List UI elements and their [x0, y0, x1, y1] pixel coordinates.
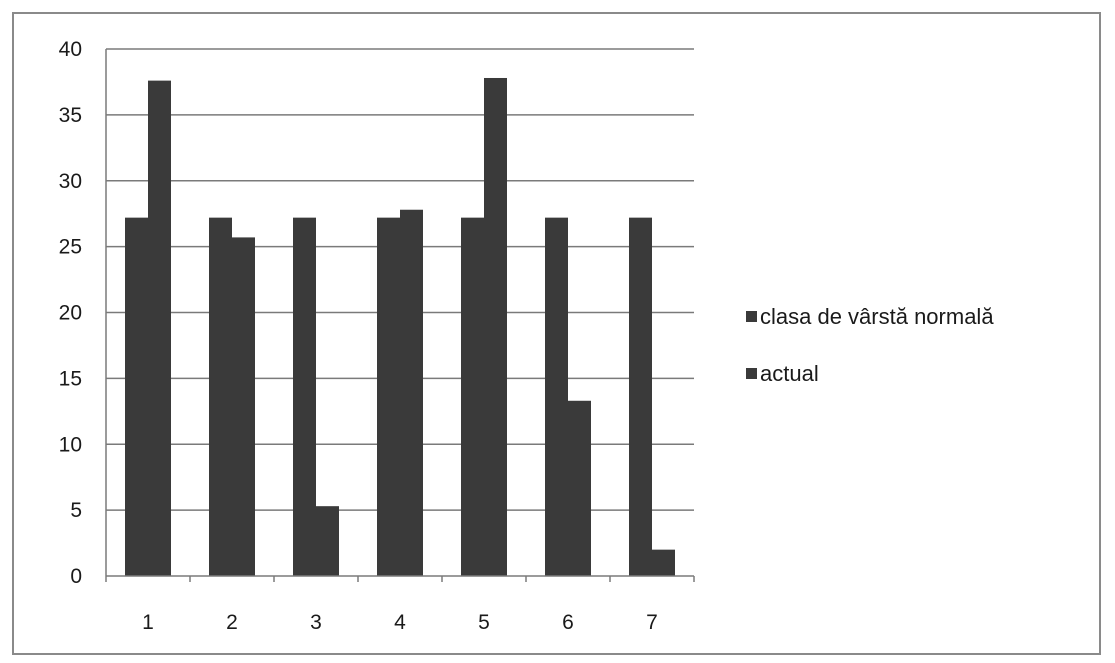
bar-normal-4: [377, 218, 400, 576]
y-tick-label: 25: [59, 236, 82, 259]
bars: [125, 78, 675, 576]
x-tick-label: 5: [478, 611, 490, 634]
bar-actual-4: [400, 210, 423, 576]
legend-swatch-normal: [746, 311, 757, 322]
bar-normal-7: [629, 218, 652, 576]
chart-frame: 0 5 10 15 20 25 30 35 40 1 2 3 4 5 6 7 clasa de vârstă…: [12, 12, 1101, 655]
y-tick-labels: 0 5 10 15 20 25 30 35 40: [59, 38, 82, 588]
bar-normal-3: [293, 218, 316, 576]
y-tick-label: 10: [59, 433, 82, 456]
bar-chart: 0 5 10 15 20 25 30 35 40 1 2 3 4 5 6 7 clasa de vârstă…: [14, 14, 1099, 653]
bar-normal-1: [125, 218, 148, 576]
bar-normal-5: [461, 218, 484, 576]
x-tick-label: 1: [142, 611, 154, 634]
bar-actual-6: [568, 401, 591, 576]
x-tick-label: 4: [394, 611, 406, 634]
y-tick-label: 5: [70, 499, 82, 522]
y-tick-label: 0: [70, 565, 82, 588]
bar-actual-3: [316, 506, 339, 576]
bar-normal-2: [209, 218, 232, 576]
bar-actual-7: [652, 550, 675, 576]
legend-swatch-actual: [746, 368, 757, 379]
x-tick-label: 3: [310, 611, 322, 634]
x-tick-label: 2: [226, 611, 238, 634]
x-tick-labels: 1 2 3 4 5 6 7: [142, 611, 658, 634]
legend-label-normal: clasa de vârstă normală: [760, 304, 994, 329]
bar-actual-5: [484, 78, 507, 576]
y-tick-label: 30: [59, 170, 82, 193]
bar-normal-6: [545, 218, 568, 576]
x-tick-label: 7: [646, 611, 658, 634]
y-tick-label: 15: [59, 367, 82, 390]
x-tick-label: 6: [562, 611, 574, 634]
y-tick-label: 40: [59, 38, 82, 61]
legend-label-actual: actual: [760, 361, 819, 386]
bar-actual-2: [232, 237, 255, 576]
legend: clasa de vârstă normală actual: [746, 304, 994, 386]
y-tick-label: 35: [59, 104, 82, 127]
bar-actual-1: [148, 81, 171, 576]
y-tick-label: 20: [59, 302, 82, 325]
